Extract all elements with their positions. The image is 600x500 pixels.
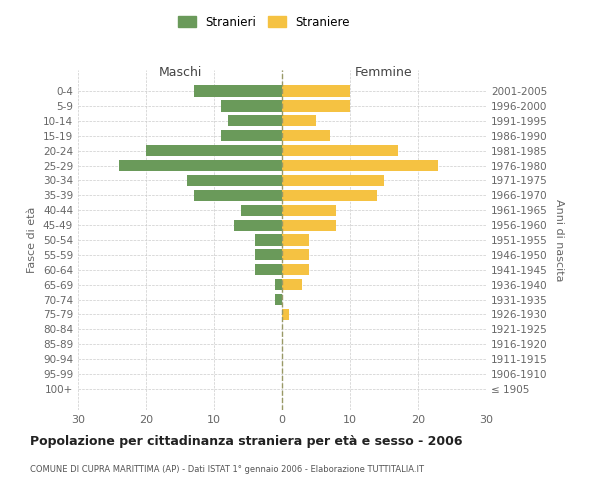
Bar: [282, 234, 309, 246]
Bar: [255, 234, 282, 246]
Text: Femmine: Femmine: [355, 66, 413, 79]
Bar: [221, 100, 282, 112]
Bar: [282, 279, 302, 290]
Legend: Stranieri, Straniere: Stranieri, Straniere: [173, 11, 355, 34]
Bar: [282, 309, 289, 320]
Bar: [282, 100, 350, 112]
Bar: [282, 145, 398, 156]
Bar: [194, 190, 282, 201]
Bar: [146, 145, 282, 156]
Bar: [282, 204, 337, 216]
Bar: [275, 279, 282, 290]
Text: Popolazione per cittadinanza straniera per età e sesso - 2006: Popolazione per cittadinanza straniera p…: [30, 435, 463, 448]
Text: COMUNE DI CUPRA MARITTIMA (AP) - Dati ISTAT 1° gennaio 2006 - Elaborazione TUTTI: COMUNE DI CUPRA MARITTIMA (AP) - Dati IS…: [30, 465, 424, 474]
Bar: [282, 115, 316, 126]
Bar: [241, 204, 282, 216]
Bar: [282, 160, 439, 171]
Bar: [282, 130, 329, 141]
Bar: [282, 250, 309, 260]
Bar: [282, 220, 337, 230]
Bar: [282, 175, 384, 186]
Y-axis label: Fasce di età: Fasce di età: [28, 207, 37, 273]
Bar: [255, 264, 282, 276]
Bar: [227, 115, 282, 126]
Bar: [282, 190, 377, 201]
Y-axis label: Anni di nascita: Anni di nascita: [554, 198, 564, 281]
Bar: [187, 175, 282, 186]
Bar: [194, 86, 282, 96]
Bar: [119, 160, 282, 171]
Bar: [221, 130, 282, 141]
Bar: [235, 220, 282, 230]
Bar: [282, 86, 350, 96]
Bar: [255, 250, 282, 260]
Bar: [282, 264, 309, 276]
Text: Maschi: Maschi: [158, 66, 202, 79]
Bar: [275, 294, 282, 305]
